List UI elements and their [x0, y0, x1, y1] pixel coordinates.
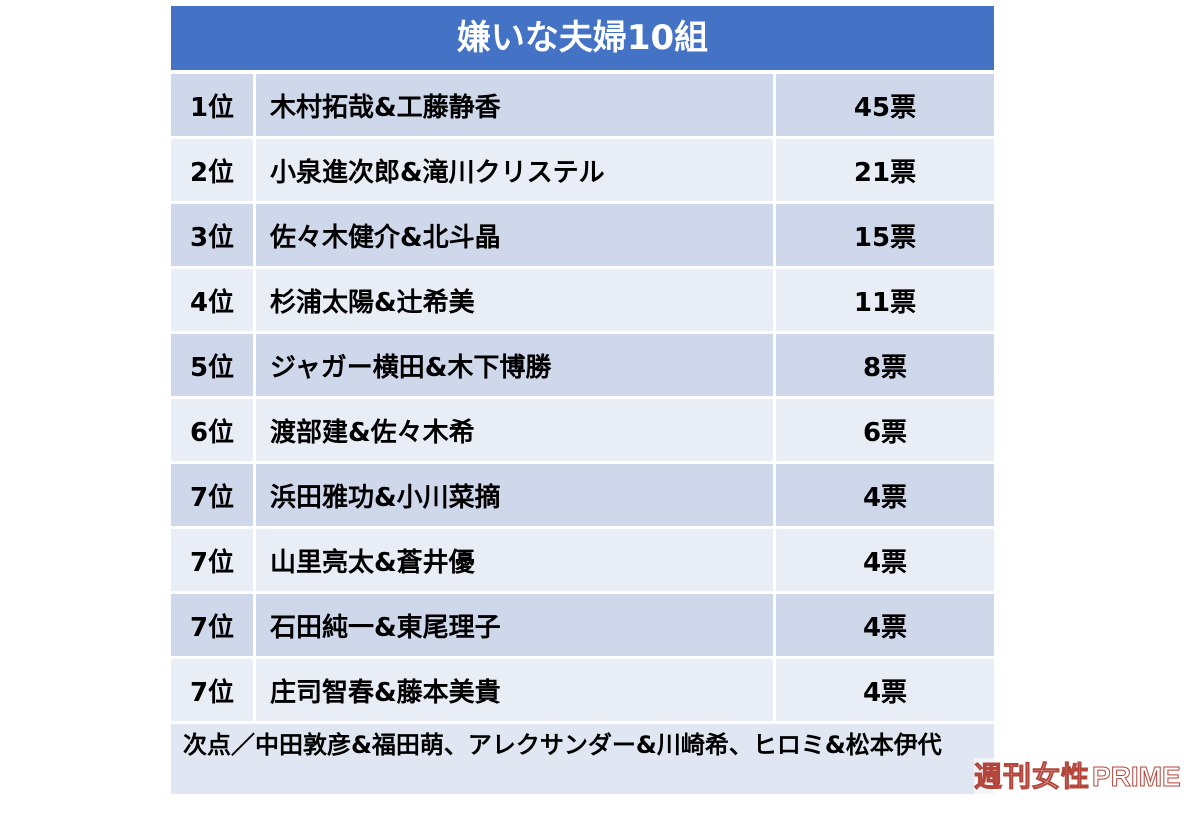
- votes-cell: 11票: [776, 269, 994, 331]
- watermark-japanese: 週刊女性: [973, 761, 1091, 793]
- votes-cell: 8票: [776, 334, 994, 396]
- table-row: 7位 山里亮太&蒼井優 4票: [171, 529, 994, 591]
- table-row: 6位 渡部建&佐々木希 6票: [171, 399, 994, 461]
- couple-cell: 石田純一&東尾理子: [256, 594, 773, 656]
- runner-up-note: 次点／中田敦彦&福田萌、アレクサンダー&川崎希、ヒロミ&松本伊代: [171, 724, 994, 794]
- votes-cell: 4票: [776, 529, 994, 591]
- votes-cell: 15票: [776, 204, 994, 266]
- couple-cell: 渡部建&佐々木希: [256, 399, 773, 461]
- table-row: 4位 杉浦太陽&辻希美 11票: [171, 269, 994, 331]
- watermark-english: PRIME: [1092, 761, 1182, 793]
- rank-cell: 7位: [171, 464, 253, 526]
- rank-cell: 2位: [171, 139, 253, 201]
- votes-cell: 6票: [776, 399, 994, 461]
- table-row: 7位 石田純一&東尾理子 4票: [171, 594, 994, 656]
- couple-cell: 庄司智春&藤本美貴: [256, 659, 773, 721]
- rank-cell: 5位: [171, 334, 253, 396]
- couple-cell: ジャガー横田&木下博勝: [256, 334, 773, 396]
- publisher-watermark: 週刊女性 PRIME: [973, 758, 1194, 796]
- votes-cell: 4票: [776, 659, 994, 721]
- couple-cell: 佐々木健介&北斗晶: [256, 204, 773, 266]
- votes-cell: 21票: [776, 139, 994, 201]
- couple-cell: 木村拓哉&工藤静香: [256, 74, 773, 136]
- table-row: 1位 木村拓哉&工藤静香 45票: [171, 74, 994, 136]
- table-row: 7位 浜田雅功&小川菜摘 4票: [171, 464, 994, 526]
- table-row: 5位 ジャガー横田&木下博勝 8票: [171, 334, 994, 396]
- votes-cell: 45票: [776, 74, 994, 136]
- rank-cell: 7位: [171, 659, 253, 721]
- table-row: 7位 庄司智春&藤本美貴 4票: [171, 659, 994, 721]
- couple-cell: 山里亮太&蒼井優: [256, 529, 773, 591]
- rank-cell: 4位: [171, 269, 253, 331]
- rank-cell: 7位: [171, 529, 253, 591]
- couple-cell: 杉浦太陽&辻希美: [256, 269, 773, 331]
- rank-cell: 7位: [171, 594, 253, 656]
- rank-cell: 6位: [171, 399, 253, 461]
- table-row: 3位 佐々木健介&北斗晶 15票: [171, 204, 994, 266]
- couple-cell: 小泉進次郎&滝川クリステル: [256, 139, 773, 201]
- rank-cell: 3位: [171, 204, 253, 266]
- ranking-rows: 1位 木村拓哉&工藤静香 45票 2位 小泉進次郎&滝川クリステル 21票 3位 佐々木健介&…: [171, 74, 994, 724]
- table-title: 嫌いな夫婦10組: [171, 6, 994, 70]
- votes-cell: 4票: [776, 464, 994, 526]
- rank-cell: 1位: [171, 74, 253, 136]
- couple-cell: 浜田雅功&小川菜摘: [256, 464, 773, 526]
- votes-cell: 4票: [776, 594, 994, 656]
- table-row: 2位 小泉進次郎&滝川クリステル 21票: [171, 139, 994, 201]
- ranking-table: 嫌いな夫婦10組 1位 木村拓哉&工藤静香 45票 2位 小泉進次郎&滝川クリステル 21…: [171, 6, 994, 794]
